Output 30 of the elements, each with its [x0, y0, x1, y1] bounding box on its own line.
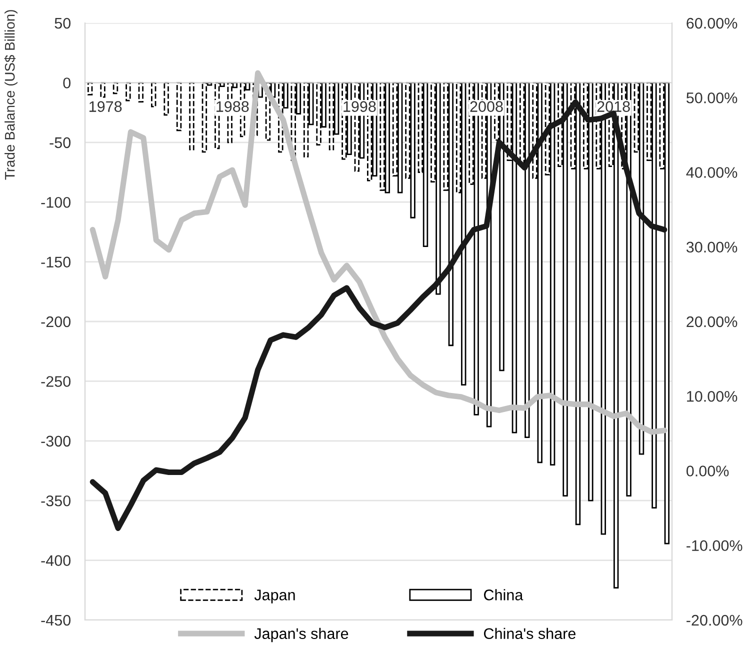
x-tick-label: 1998	[344, 101, 376, 112]
y2-tick-label: 40.00%	[686, 167, 738, 178]
y-tick-label: -450	[41, 614, 71, 626]
y-axis-title: Trade Balance (US$ Billion)	[4, 10, 18, 180]
y2-tick-label: 20.00%	[686, 316, 738, 328]
y-tick-label: -150	[41, 256, 71, 268]
y-tick-label: -100	[41, 196, 71, 208]
y-tick-label: 50	[54, 18, 71, 29]
y2-tick-label: 0.00%	[686, 466, 729, 476]
x-tick-label: 2008	[470, 101, 503, 112]
y-tick-label: -200	[41, 316, 71, 328]
y2-tick-label: 50.00%	[686, 92, 738, 104]
y-tick-label: -400	[41, 555, 71, 566]
y-tick-label: -250	[41, 376, 71, 387]
legend-label: Japan's share	[254, 628, 348, 642]
y-tick-label: 0	[63, 78, 71, 88]
x-tick-label: 2018	[597, 101, 630, 112]
y-tick-label: -350	[41, 495, 71, 506]
x-tick-label: 1978	[90, 101, 122, 112]
y-tick-label: -300	[41, 436, 71, 447]
y-tick-label: -50	[50, 137, 71, 148]
x-tick-label: 1988	[216, 101, 249, 112]
y2-tick-label: 60.00%	[686, 18, 738, 29]
legend-label: Japan	[254, 590, 295, 604]
legend-label: China's share	[484, 628, 576, 640]
y2-tick-label: 30.00%	[686, 242, 738, 253]
y2-tick-label: -10.00%	[686, 540, 742, 552]
y2-tick-label: 10.00%	[687, 390, 738, 402]
y2-tick-label: -20.00%	[686, 614, 742, 626]
legend-label: China	[484, 589, 524, 600]
